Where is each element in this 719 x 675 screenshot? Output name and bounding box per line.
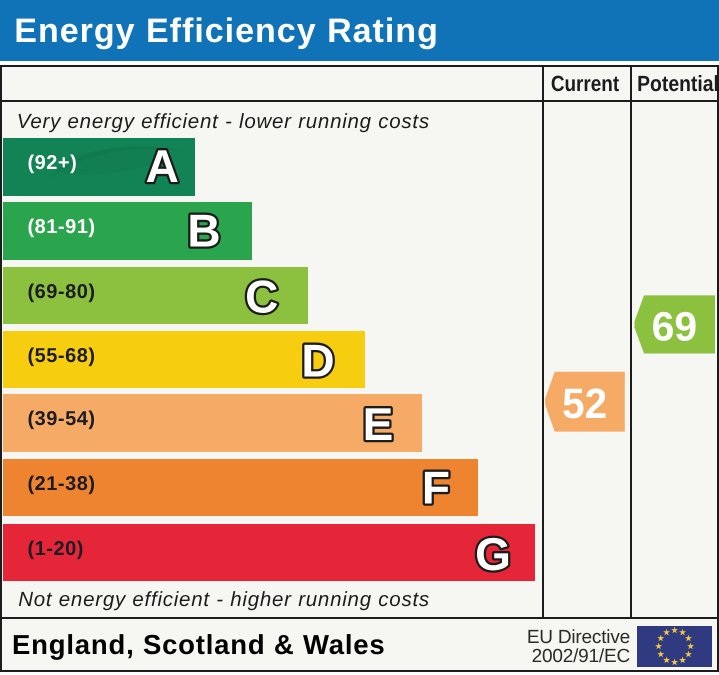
- svg-text:A: A: [146, 140, 179, 192]
- svg-text:D: D: [301, 335, 334, 387]
- svg-text:E: E: [363, 398, 394, 450]
- svg-text:B: B: [187, 205, 220, 257]
- svg-text:F: F: [422, 462, 450, 514]
- svg-text:C: C: [245, 271, 278, 323]
- svg-text:69: 69: [652, 303, 698, 349]
- svg-text:52: 52: [562, 381, 607, 428]
- svg-text:G: G: [475, 528, 511, 580]
